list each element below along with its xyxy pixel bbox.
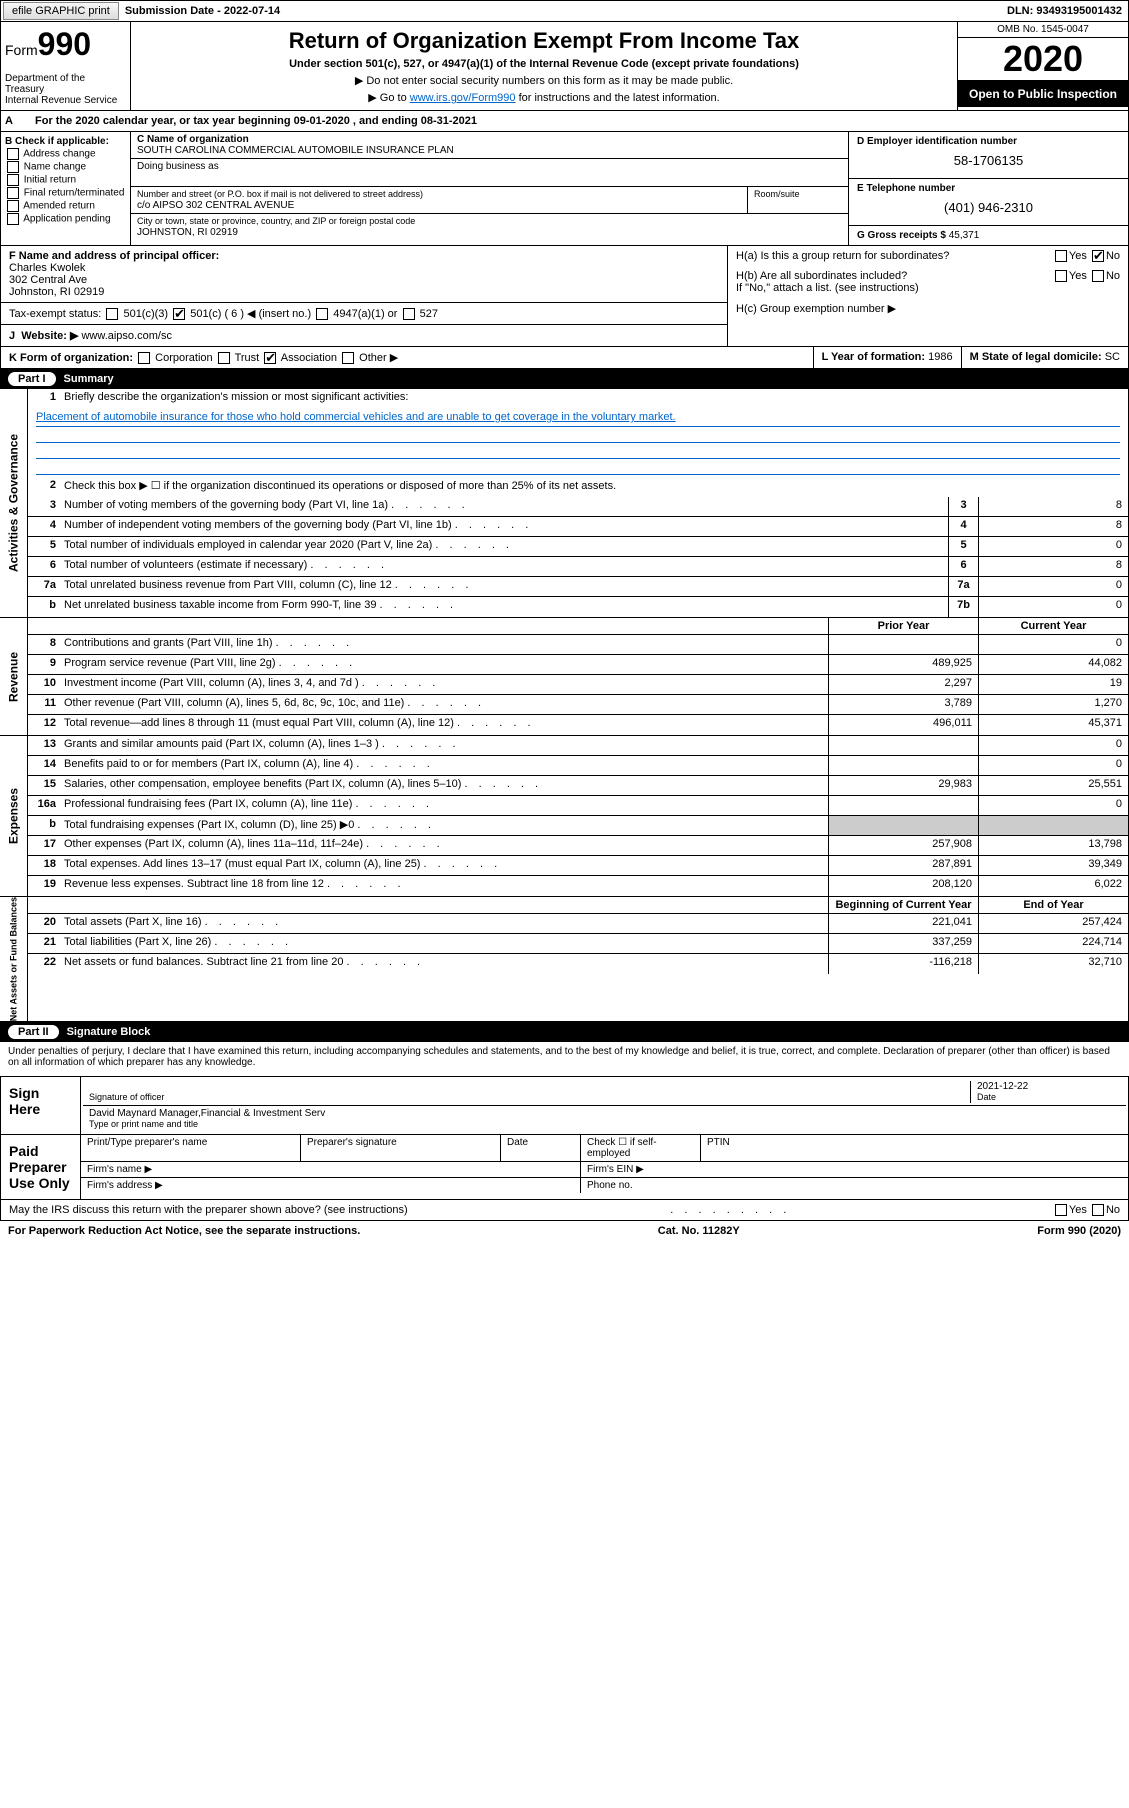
omb-number: OMB No. 1545-0047 [958, 22, 1128, 38]
tax-exempt-status: Tax-exempt status: 501(c)(3) 501(c) ( 6 … [1, 303, 727, 325]
line-2-discontinue: Check this box ▶ ☐ if the organization d… [60, 477, 1128, 497]
gross-receipts-cell: G Gross receipts $ 45,371 [849, 226, 1128, 245]
row-k-l-m: K Form of organization: Corporation Trus… [0, 347, 1129, 369]
discuss-question: May the IRS discuss this return with the… [9, 1204, 408, 1216]
ha-yes[interactable] [1055, 250, 1067, 262]
ha-no[interactable] [1092, 250, 1104, 262]
page-footer: For Paperwork Reduction Act Notice, see … [0, 1221, 1129, 1241]
check-4947[interactable] [316, 308, 328, 320]
dba-cell: Doing business as [131, 159, 848, 187]
part-2-header: Part IISignature Block [0, 1022, 1129, 1042]
check-trust[interactable] [218, 352, 230, 364]
check-amended-return[interactable]: Amended return [5, 200, 126, 212]
efile-print-button[interactable]: efile GRAPHIC print [3, 2, 119, 20]
street-address-cell: Number and street (or P.O. box if mail i… [131, 187, 748, 213]
city-cell: City or town, state or province, country… [131, 214, 848, 240]
website-row: J Website: ▶ www.aipso.com/sc [1, 325, 727, 346]
vtab-revenue: Revenue [0, 618, 28, 735]
form-subtitle: Under section 501(c), 527, or 4947(a)(1)… [137, 58, 951, 70]
check-527[interactable] [403, 308, 415, 320]
form-number: Form990 [5, 26, 126, 63]
form990-link[interactable]: www.irs.gov/Form990 [410, 92, 516, 104]
check-corporation[interactable] [138, 352, 150, 364]
year-formation: L Year of formation: 1986 [814, 347, 962, 368]
check-other[interactable] [342, 352, 354, 364]
paid-preparer-label: Paid Preparer Use Only [1, 1135, 81, 1199]
discuss-yes[interactable] [1055, 1204, 1067, 1216]
phone-cell: E Telephone number (401) 946-2310 [849, 179, 1128, 226]
goto-link-line: ▶ Go to www.irs.gov/Form990 for instruct… [137, 91, 951, 104]
form-header: Form990 Department of the Treasury Inter… [0, 22, 1129, 110]
check-application-pending[interactable]: Application pending [5, 213, 126, 225]
vtab-expenses: Expenses [0, 736, 28, 896]
check-name-change[interactable]: Name change [5, 161, 126, 173]
signature-block: Sign Here Signature of officer 2021-12-2… [0, 1076, 1129, 1221]
check-association[interactable] [264, 352, 276, 364]
room-suite-cell: Room/suite [748, 187, 848, 213]
vtab-net-assets: Net Assets or Fund Balances [0, 897, 28, 1021]
net-col-header: Beginning of Current Year End of Year [28, 897, 1128, 914]
box-b-checks: B Check if applicable: Address change Na… [1, 132, 131, 245]
h-b-subordinates: H(b) Are all subordinates included? Yes … [728, 266, 1128, 298]
submission-date-label: Submission Date - 2022-07-14 [119, 5, 286, 17]
check-final-return[interactable]: Final return/terminated [5, 187, 126, 199]
check-501c3[interactable] [106, 308, 118, 320]
ein-cell: D Employer identification number 58-1706… [849, 132, 1128, 179]
check-address-change[interactable]: Address change [5, 148, 126, 160]
open-public-badge: Open to Public Inspection [958, 81, 1128, 107]
revenue-col-header: Prior Year Current Year [28, 618, 1128, 635]
h-c-group-exemption: H(c) Group exemption number ▶ [728, 298, 1128, 319]
principal-officer: F Name and address of principal officer:… [1, 246, 727, 303]
discuss-no[interactable] [1092, 1204, 1104, 1216]
ssn-notice: ▶ Do not enter social security numbers o… [137, 74, 951, 87]
vtab-activities-governance: Activities & Governance [0, 389, 28, 617]
form-of-org: K Form of organization: Corporation Trus… [1, 347, 814, 368]
mission-text: Placement of automobile insurance for th… [28, 409, 1128, 477]
sign-here-label: Sign Here [1, 1077, 81, 1134]
section-f-h: F Name and address of principal officer:… [0, 246, 1129, 347]
hb-yes[interactable] [1055, 270, 1067, 282]
penalty-text: Under penalties of perjury, I declare th… [0, 1042, 1129, 1072]
row-a-tax-year: A For the 2020 calendar year, or tax yea… [0, 110, 1129, 132]
org-name-cell: C Name of organizationSOUTH CAROLINA COM… [131, 132, 848, 159]
state-domicile: M State of legal domicile: SC [962, 347, 1128, 368]
section-b-through-g: B Check if applicable: Address change Na… [0, 132, 1129, 246]
mission-label: Briefly describe the organization's miss… [60, 389, 1128, 409]
top-bar: efile GRAPHIC print Submission Date - 20… [0, 0, 1129, 22]
check-initial-return[interactable]: Initial return [5, 174, 126, 186]
tax-year: 2020 [958, 38, 1128, 81]
department-label: Department of the Treasury Internal Reve… [5, 73, 126, 106]
form-title: Return of Organization Exempt From Incom… [137, 28, 951, 54]
hb-no[interactable] [1092, 270, 1104, 282]
part-1-header: Part ISummary [0, 369, 1129, 389]
check-501c[interactable] [173, 308, 185, 320]
h-a-group-return: H(a) Is this a group return for subordin… [728, 246, 1128, 266]
dln: DLN: 93493195001432 [1007, 5, 1128, 17]
